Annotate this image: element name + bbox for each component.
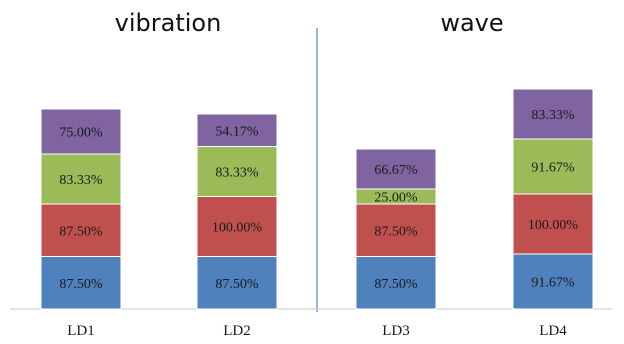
group-title-vibration: vibration (115, 9, 222, 37)
data-label-ld1-0: 87.50% (59, 277, 103, 292)
bar-segment-ld4-1 (512, 193, 594, 255)
group-title-wave: wave (440, 9, 503, 37)
bar-segment-ld4-3 (512, 88, 594, 140)
x-tick-label-ld1: LD1 (67, 323, 95, 339)
data-label-ld4-0: 91.67% (531, 275, 575, 290)
data-label-ld3-0: 87.50% (374, 277, 418, 292)
bar-segment-ld1-2 (40, 153, 122, 205)
data-label-ld1-2: 83.33% (59, 173, 103, 188)
data-label-ld3-2: 25.00% (374, 191, 418, 206)
bar-segment-ld3-0 (355, 256, 437, 310)
bar-segment-ld3-3 (355, 148, 437, 190)
data-label-ld1-3: 75.00% (59, 126, 103, 141)
bar-segment-ld3-1 (355, 203, 437, 257)
data-label-ld3-1: 87.50% (374, 224, 418, 239)
data-label-ld2-0: 87.50% (215, 277, 259, 292)
data-label-ld3-3: 66.67% (374, 163, 418, 178)
data-label-ld2-2: 83.33% (215, 166, 259, 181)
data-label-ld1-1: 87.50% (59, 224, 103, 239)
x-tick-label-ld3: LD3 (382, 323, 410, 339)
bar-segment-ld2-0 (196, 256, 278, 310)
bar-segment-ld4-2 (512, 138, 594, 195)
x-tick-label-ld4: LD4 (539, 323, 567, 339)
bar-segment-ld2-1 (196, 196, 278, 257)
bar-segment-ld1-1 (40, 203, 122, 257)
data-label-ld2-3: 54.17% (215, 124, 259, 139)
bar-segment-ld1-3 (40, 108, 122, 155)
bar-segment-ld2-3 (196, 113, 278, 148)
x-tick-labels: LD1 LD2 LD3 LD4 (67, 323, 567, 339)
bar-segment-ld2-2 (196, 146, 278, 197)
data-label-ld4-1: 100.00% (528, 218, 579, 233)
x-tick-label-ld2: LD2 (223, 323, 251, 339)
bars-layer: 87.50% 87.50% 83.33% 75.00% 87.50% 100.00% 83.… (40, 88, 594, 310)
data-label-ld4-2: 91.67% (531, 160, 575, 175)
bar-segment-ld1-0 (40, 256, 122, 310)
data-label-ld2-1: 100.00% (212, 221, 263, 236)
bar-segment-ld4-0 (512, 253, 594, 310)
data-label-ld4-3: 83.33% (531, 108, 575, 123)
